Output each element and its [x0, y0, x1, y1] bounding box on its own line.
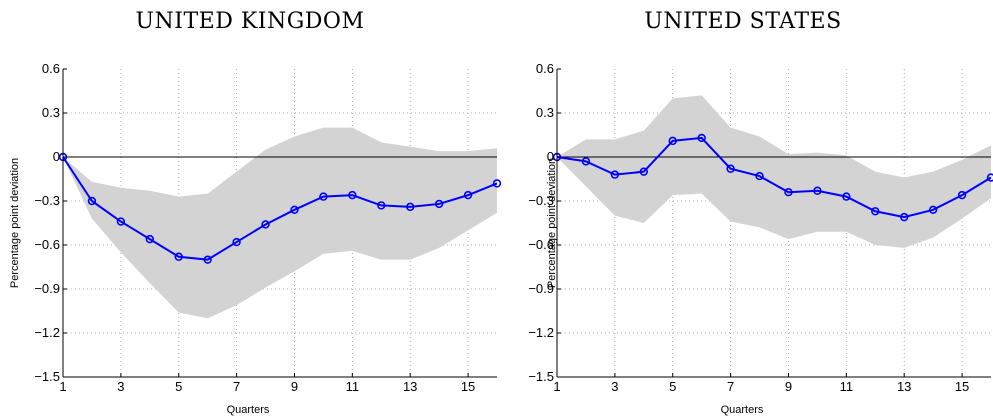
data-point [261, 220, 270, 229]
x-tick-label: 5 [669, 379, 676, 394]
series-polyline [556, 136, 992, 219]
data-point [957, 190, 967, 200]
x-tick-label: 9 [785, 379, 792, 394]
confidence-band-area [63, 127, 497, 319]
y-axis-label: Percentage point deviation [9, 158, 21, 288]
data-point [203, 255, 212, 264]
data-point [290, 205, 299, 215]
x-tick-label: 11 [346, 379, 360, 394]
axes-frame [62, 68, 497, 378]
data-point [406, 202, 415, 212]
data-point [87, 196, 97, 206]
confidence-band [557, 95, 991, 248]
series-line [556, 136, 992, 219]
y-tick-label: −0.6 [34, 237, 60, 252]
data-point [174, 252, 183, 261]
data-point [842, 192, 851, 201]
y-tick-label: −1.5 [528, 369, 554, 384]
y-tick-label: −0.3 [34, 193, 60, 208]
y-tick-label: −0.9 [34, 281, 60, 296]
x-tick-label: 13 [897, 379, 911, 394]
y-tick-label: −0.3 [528, 193, 554, 208]
x-tick-label: 1 [553, 379, 560, 394]
x-tick-label: 7 [727, 379, 734, 394]
x-tick-label: 3 [117, 379, 124, 394]
data-point [813, 186, 822, 195]
y-tick-label: −1.2 [34, 325, 60, 340]
x-tick-label: 15 [461, 379, 475, 394]
data-point [434, 199, 444, 209]
data-point [755, 171, 764, 181]
x-tick-label: 1 [59, 379, 66, 394]
y-tick-label: 0 [547, 149, 554, 164]
x-tick-labels: 1 3 5 7 9 11 13 15 [553, 379, 969, 394]
x-axis-label: Quarters [721, 404, 764, 416]
data-point [492, 179, 502, 188]
x-tick-label: 9 [291, 379, 298, 394]
y-tick-label: −0.9 [528, 281, 554, 296]
y-tick-label: 0.6 [536, 61, 554, 76]
data-point [871, 207, 880, 216]
chart-panel-united-states: UNITED STATES 1 3 5 7 9 11 13 15 0.60.30−0.3−0.… [528, 9, 993, 416]
series-markers [58, 152, 502, 264]
x-tick-label: 11 [840, 379, 854, 394]
data-point [986, 173, 993, 182]
x-tick-label: 5 [175, 379, 182, 394]
x-tick-labels: 1 3 5 7 9 11 13 15 [59, 379, 475, 394]
confidence-band-area [557, 95, 991, 248]
y-tick-label: −1.5 [34, 369, 60, 384]
data-point [232, 237, 241, 247]
data-point [784, 188, 793, 197]
x-tick-label: 13 [403, 379, 417, 394]
axes-frame [556, 68, 991, 378]
data-point [639, 167, 648, 176]
data-point [145, 234, 155, 244]
chart-panel-united-kingdom: UNITED KINGDOM 1 3 5 7 9 11 13 15 0.60.30−0.3−0… [9, 9, 502, 416]
series-line [62, 156, 498, 261]
data-point [463, 190, 473, 200]
chart-title: UNITED KINGDOM [136, 9, 365, 34]
y-tick-label: −1.2 [528, 325, 554, 340]
data-point [928, 205, 938, 215]
y-tick-label: 0.6 [42, 61, 60, 76]
y-tick-label: 0 [53, 149, 60, 164]
y-tick-label: −0.6 [528, 237, 554, 252]
data-point [377, 201, 386, 210]
data-point [348, 190, 357, 200]
data-point [610, 170, 620, 179]
data-point [697, 133, 706, 143]
x-tick-label: 7 [233, 379, 240, 394]
data-point [319, 192, 328, 201]
x-tick-label: 3 [611, 379, 618, 394]
data-point [726, 164, 735, 173]
x-tick-label: 15 [955, 379, 969, 394]
y-tick-labels: 0.6 0.3 0 −0.3 −0.6 −0.9 −1.2 −1.5 [34, 61, 60, 384]
chart-title: UNITED STATES [644, 9, 841, 34]
data-point [668, 136, 677, 146]
series-polyline [62, 156, 498, 261]
x-axis-label: Quarters [227, 404, 270, 416]
data-point [116, 217, 126, 226]
y-tick-label: 0.3 [536, 105, 554, 120]
data-point [581, 157, 591, 166]
y-axis-label: Percentage point deviation [546, 158, 558, 288]
confidence-band [63, 127, 497, 319]
y-tick-labels: 0.6 0.3 0 −0.3 −0.6 −0.9 −1.2 −1.5 [528, 61, 554, 384]
series-markers [552, 133, 993, 222]
y-tick-label: 0.3 [42, 105, 60, 120]
data-point [899, 212, 909, 222]
